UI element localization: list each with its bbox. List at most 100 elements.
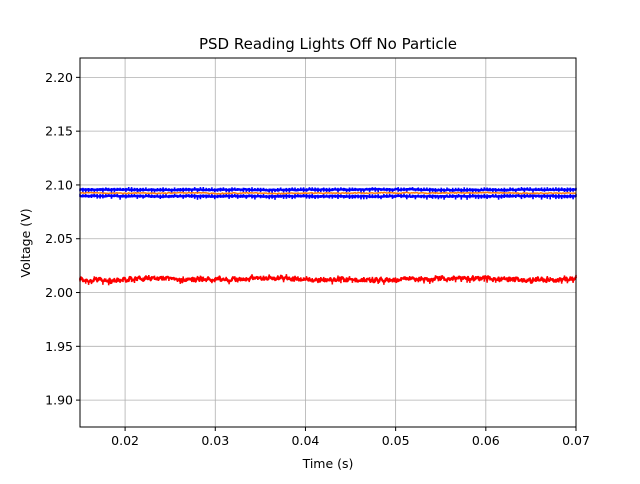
series-point	[259, 275, 262, 279]
y-tick-label: 2.15	[45, 124, 73, 139]
series-point	[193, 187, 196, 190]
series-point	[317, 279, 319, 284]
series-point	[102, 280, 104, 285]
series-point	[365, 277, 368, 283]
series-2	[79, 191, 577, 195]
series-point	[380, 195, 382, 200]
series-3	[78, 274, 578, 286]
series-point	[549, 187, 551, 191]
plot-frame	[79, 57, 577, 428]
series-point	[254, 194, 256, 200]
series-point	[377, 187, 379, 193]
series-point	[93, 188, 96, 193]
series-point	[242, 187, 245, 193]
series-point	[205, 278, 207, 283]
series-point	[408, 187, 411, 191]
series-point	[552, 193, 554, 198]
series-point	[254, 276, 256, 280]
series-point	[173, 193, 176, 197]
series-point	[351, 278, 354, 283]
series-point	[437, 195, 440, 200]
series-point	[136, 187, 139, 193]
series-point	[102, 194, 104, 199]
series-point	[176, 278, 179, 282]
series-point	[558, 278, 560, 283]
series-point	[248, 278, 250, 283]
series-point	[360, 194, 362, 200]
series-point	[271, 194, 273, 199]
series-point	[288, 276, 291, 280]
series-point	[122, 277, 124, 283]
series-point	[368, 187, 371, 193]
series-point	[391, 194, 394, 199]
series-point	[526, 278, 529, 282]
series-point	[566, 187, 569, 193]
series-point	[136, 277, 139, 282]
series-point	[239, 188, 242, 192]
series-point	[386, 194, 388, 198]
series-point	[219, 278, 222, 282]
series-point	[90, 194, 93, 198]
series-point	[268, 188, 270, 193]
series-point	[248, 187, 250, 192]
series-point	[469, 193, 471, 199]
series-point	[497, 276, 500, 280]
series-point	[560, 187, 563, 191]
series-point	[274, 277, 276, 282]
series-point	[119, 278, 121, 283]
series-point	[234, 187, 236, 191]
series-point	[214, 188, 216, 193]
series-point	[446, 194, 448, 198]
series-point	[440, 275, 442, 281]
series-point	[82, 194, 84, 197]
series-point	[159, 187, 162, 192]
series-point	[110, 194, 113, 199]
series-point	[317, 194, 319, 199]
series-point	[277, 275, 279, 280]
series-point	[279, 187, 282, 191]
series-point	[546, 187, 549, 191]
series-point	[337, 187, 339, 193]
series-point	[251, 194, 253, 199]
series-point	[532, 194, 534, 200]
series-point	[377, 279, 379, 284]
series-point	[523, 278, 526, 283]
series-point	[354, 277, 356, 283]
series-point	[122, 188, 124, 192]
series-point	[191, 193, 193, 198]
series-point	[348, 187, 351, 192]
series-point	[535, 194, 537, 198]
y-tick-label: 2.10	[45, 177, 73, 192]
series-point	[566, 194, 569, 199]
series-point	[236, 278, 239, 283]
series-point	[515, 276, 517, 281]
series-point	[142, 277, 144, 282]
series-point	[560, 279, 563, 284]
series-point	[142, 194, 144, 199]
series-point	[294, 193, 296, 199]
series-point	[205, 194, 207, 199]
series-point	[492, 279, 494, 283]
series-point	[388, 188, 391, 193]
series-point	[328, 278, 331, 282]
series-point	[520, 194, 523, 200]
series-point	[188, 187, 190, 192]
series-point	[365, 187, 368, 191]
series-point	[148, 194, 150, 197]
axes-layer	[79, 57, 577, 428]
series-point	[308, 187, 311, 190]
series-point	[325, 278, 328, 283]
series-point	[374, 194, 377, 199]
series-point	[173, 187, 176, 192]
series-point	[285, 194, 288, 199]
series-point	[96, 188, 98, 192]
series-point	[515, 194, 517, 198]
series-point	[406, 276, 408, 280]
series-point	[394, 194, 397, 198]
series-point	[360, 188, 362, 193]
series-point	[549, 277, 551, 280]
y-tick-label: 2.20	[45, 70, 73, 85]
series-point	[302, 187, 305, 193]
series-point	[96, 278, 98, 283]
